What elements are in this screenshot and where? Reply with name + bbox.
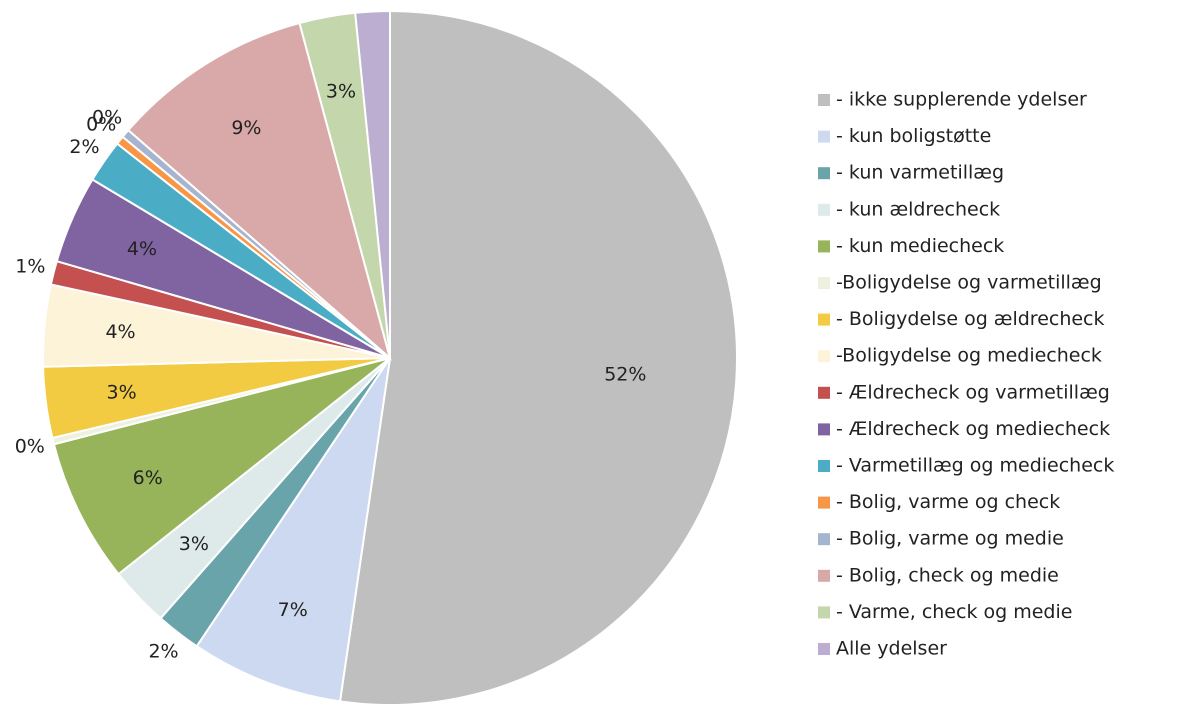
legend-swatch: [818, 386, 830, 399]
data-label: 2%: [69, 136, 99, 158]
data-label: 4%: [105, 321, 135, 343]
legend-swatch: [818, 496, 830, 509]
legend-label: Alle ydelser: [836, 638, 947, 660]
legend-label: - Bolig, check og medie: [836, 564, 1059, 586]
legend-swatch: [818, 643, 830, 655]
legend-label: - Ældrecheck og varmetillæg: [836, 381, 1110, 403]
data-label: 6%: [133, 467, 163, 489]
legend-swatch: [818, 277, 830, 289]
data-label: 3%: [179, 533, 209, 555]
pie-slice: [338, 9, 738, 704]
legend-swatch: [818, 130, 830, 143]
legend-label: - kun mediecheck: [836, 235, 1004, 257]
legend-label: - Bolig, varme og check: [836, 491, 1060, 513]
data-label: 3%: [326, 80, 356, 102]
legend-label: - Bolig, varme og medie: [836, 528, 1064, 550]
pie-slice: [354, 9, 391, 359]
legend-label: - ikke supplerende ydelser: [836, 89, 1087, 111]
data-label: 0%: [15, 435, 45, 457]
pie-slice: [126, 21, 392, 361]
data-label: 0%: [92, 106, 122, 128]
legend-swatch: [818, 94, 830, 106]
legend-swatch: [818, 533, 830, 546]
legend-label: - Ældrecheck og mediecheck: [836, 418, 1110, 440]
legend-label: - kun varmetillæg: [836, 162, 1004, 184]
legend-label: -Boligydelse og mediecheck: [836, 345, 1102, 367]
data-label: 4%: [127, 238, 157, 260]
data-label: 52%: [604, 364, 646, 386]
legend-swatch: [818, 350, 830, 363]
legend-label: -Boligydelse og varmetillæg: [836, 272, 1102, 294]
legend-swatch: [818, 167, 830, 180]
legend-label: - kun boligstøtte: [836, 125, 991, 147]
legend-label: - kun ældrecheck: [836, 198, 1000, 220]
legend-swatch: [818, 423, 830, 436]
data-label: 3%: [107, 381, 137, 403]
legend-label: - Boligydelse og ældrecheck: [836, 308, 1105, 330]
legend-label: - Varme, check og medie: [836, 601, 1072, 623]
data-label: 9%: [231, 117, 261, 139]
legend-swatch: [818, 203, 830, 216]
data-label: 2%: [148, 640, 178, 662]
legend-swatch: [818, 313, 830, 326]
legend-swatch: [818, 569, 830, 582]
data-label: 1%: [15, 255, 45, 277]
pie-slice: [52, 357, 391, 576]
legend-swatch: [818, 240, 830, 253]
legend-swatch: [818, 606, 830, 619]
data-label: 0%: [86, 114, 116, 136]
pie-slice: [195, 357, 391, 703]
data-label: 7%: [278, 599, 308, 621]
legend-label: - Varmetillæg og mediecheck: [836, 455, 1114, 477]
legend-swatch: [818, 460, 830, 472]
